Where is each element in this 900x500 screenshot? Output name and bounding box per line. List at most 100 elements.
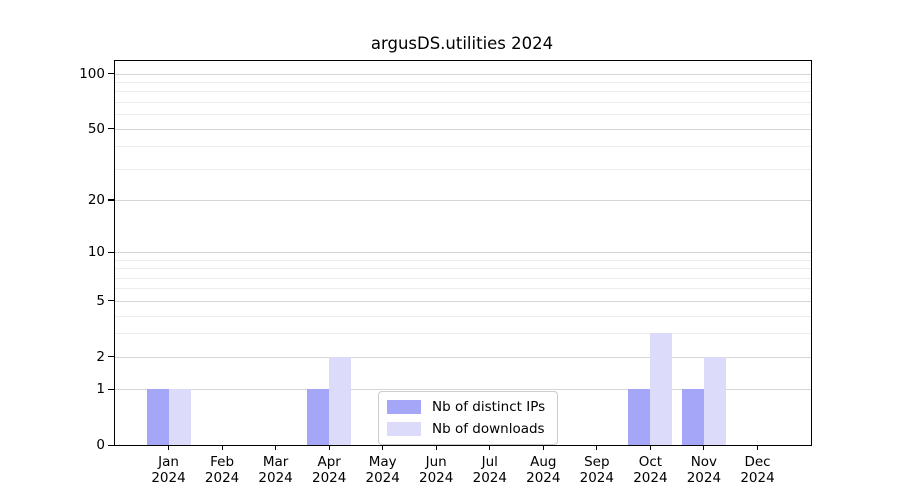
x-tick-month: Sep xyxy=(584,454,610,470)
bar-apr-downloads xyxy=(329,356,352,445)
x-tick-mark xyxy=(167,445,170,450)
gridline-minor xyxy=(115,288,811,290)
y-tick-label: 20 xyxy=(87,191,105,208)
x-tick-month: Feb xyxy=(210,454,235,470)
y-tick-mark xyxy=(108,128,114,130)
bar-jan-distinct-ips xyxy=(146,389,169,445)
x-tick-label-jan: Jan 2024 xyxy=(137,454,201,486)
x-tick-label-jun: Jun 2024 xyxy=(404,454,468,486)
bar-jan-downloads xyxy=(168,389,191,445)
x-tick-mark xyxy=(382,445,384,450)
x-tick-month: Jul xyxy=(481,454,498,470)
legend-label-distinct-ips: Nb of distinct IPs xyxy=(432,399,546,415)
gridline-minor xyxy=(115,91,811,93)
y-tick-label: 1 xyxy=(96,381,105,398)
x-tick-mark xyxy=(649,445,651,450)
x-tick-month: Aug xyxy=(530,454,557,470)
y-tick-label: 0 xyxy=(96,437,105,453)
gridline-minor xyxy=(115,333,811,335)
x-tick-label-apr: Apr 2024 xyxy=(297,454,361,486)
legend-item-distinct-ips: Nb of distinct IPs xyxy=(387,398,545,416)
chart-title: argusDS.utilities 2024 xyxy=(370,34,554,53)
y-tick-label: 2 xyxy=(96,348,105,365)
gridline-minor xyxy=(115,277,811,279)
bar-oct-downloads xyxy=(650,333,673,445)
y-tick-mark xyxy=(108,199,114,201)
x-tick-label-aug: Aug 2024 xyxy=(511,454,575,486)
legend: Nb of distinct IPs Nb of downloads xyxy=(378,391,559,445)
y-tick-label: 100 xyxy=(79,65,105,82)
x-tick-label-nov: Nov 2024 xyxy=(672,454,736,486)
gridline-major xyxy=(115,389,811,391)
gridline-minor xyxy=(115,146,811,148)
x-tick-month: May xyxy=(368,454,397,470)
x-tick-month: Nov xyxy=(690,454,718,470)
y-tick-label: 50 xyxy=(87,120,105,137)
x-tick-label-may: May 2024 xyxy=(351,454,415,486)
x-tick-mark xyxy=(435,445,437,450)
gridline-major xyxy=(115,73,811,75)
y-tick-label: 5 xyxy=(96,292,105,309)
plot-area: 0 1 2 5 10 20 50 100 Jan 2024 Feb 2024 Mar 2024 Apr 202… xyxy=(79,60,812,486)
x-tick-label-mar: Mar 2024 xyxy=(244,454,308,486)
y-tick-mark xyxy=(108,251,114,253)
x-tick-mark xyxy=(596,445,598,450)
x-tick-year: 2024 xyxy=(633,470,668,486)
bar-nov-distinct-ips xyxy=(681,389,704,445)
legend-swatch-downloads xyxy=(387,422,421,436)
y-tick-mark xyxy=(108,388,114,390)
y-tick-mark xyxy=(108,356,114,358)
legend-item-downloads: Nb of downloads xyxy=(387,420,545,438)
gridline-minor xyxy=(115,101,811,103)
x-tick-year: 2024 xyxy=(740,470,775,486)
x-tick-label-sep: Sep 2024 xyxy=(565,454,629,486)
legend-label-downloads: Nb of downloads xyxy=(432,421,545,437)
x-tick-month: Apr xyxy=(317,454,341,470)
gridline-minor xyxy=(115,259,811,261)
x-tick-year: 2024 xyxy=(419,470,454,486)
x-tick-mark xyxy=(703,445,705,450)
x-tick-mark xyxy=(221,445,223,450)
gridline-minor xyxy=(115,81,811,83)
gridline-major xyxy=(115,252,811,253)
bar-oct-distinct-ips xyxy=(628,389,651,445)
x-tick-label-jul: Jul 2024 xyxy=(458,454,522,486)
x-tick-mark xyxy=(542,445,544,450)
x-tick-mark xyxy=(328,445,330,450)
gridline-major xyxy=(115,300,811,302)
x-tick-month: Dec xyxy=(744,454,771,470)
x-tick-month: Jan xyxy=(158,454,179,470)
x-tick-label-oct: Oct 2024 xyxy=(618,454,682,486)
x-tick-year: 2024 xyxy=(472,470,507,486)
x-tick-month: Jun xyxy=(425,454,447,470)
x-tick-year: 2024 xyxy=(579,470,614,486)
gridline-major xyxy=(115,199,811,201)
x-tick-year: 2024 xyxy=(526,470,561,486)
gridline-major xyxy=(115,128,811,130)
x-tick-year: 2024 xyxy=(204,470,240,486)
x-tick-year: 2024 xyxy=(312,470,347,486)
gridline-minor xyxy=(115,268,811,270)
y-tick-mark xyxy=(108,444,114,446)
y-tick-label: 10 xyxy=(87,244,105,260)
x-tick-year: 2024 xyxy=(686,470,722,486)
x-tick-year: 2024 xyxy=(258,470,293,486)
bar-apr-distinct-ips xyxy=(307,389,330,445)
y-tick-mark xyxy=(108,300,114,302)
y-tick-mark xyxy=(108,73,114,75)
bar-nov-downloads xyxy=(703,356,726,445)
gridline-minor xyxy=(115,315,811,317)
x-tick-month: Mar xyxy=(262,454,289,470)
x-tick-label-feb: Feb 2024 xyxy=(190,454,254,486)
x-tick-mark xyxy=(756,445,759,450)
x-tick-label-dec: Dec 2024 xyxy=(726,454,790,486)
x-tick-year: 2024 xyxy=(151,470,186,486)
gridline-minor xyxy=(115,168,811,170)
x-tick-mark xyxy=(275,445,277,450)
gridline-minor xyxy=(115,114,811,116)
x-tick-month: Oct xyxy=(638,454,663,470)
gridline-major xyxy=(115,356,811,358)
x-tick-year: 2024 xyxy=(365,470,400,486)
x-tick-mark xyxy=(489,445,491,450)
